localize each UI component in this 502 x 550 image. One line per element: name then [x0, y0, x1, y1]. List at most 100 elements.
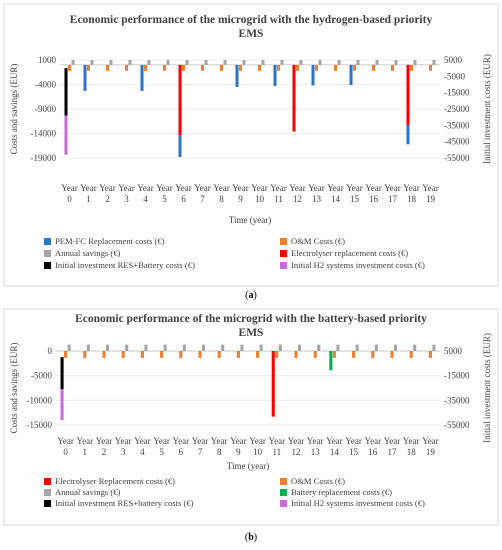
x-tick-label: 9	[236, 447, 241, 457]
legend-swatch	[44, 478, 51, 485]
x-tick-label: 3	[124, 194, 129, 204]
bar-series2	[182, 344, 186, 351]
legend-label: Electrolyser Replacement costs (€)	[55, 476, 175, 486]
bar-series1	[86, 64, 91, 71]
x-tick-label: 0	[63, 447, 68, 457]
x-tick-label: 19	[426, 194, 436, 204]
panel-caption: (a)	[245, 290, 257, 301]
x-tick-label: 7	[200, 194, 205, 204]
bar-series2	[163, 344, 167, 351]
x-tick-prefix: Year	[118, 183, 135, 193]
x-tick-label: 16	[368, 447, 378, 457]
legend-swatch	[44, 238, 51, 245]
x-tick-prefix: Year	[232, 183, 249, 193]
bar-series2	[336, 344, 340, 351]
x-tick-label: 3	[121, 447, 126, 457]
bar-series2	[280, 60, 284, 65]
legend-swatch	[280, 262, 287, 269]
bar-series2	[278, 344, 282, 351]
y-tick-label: -14000	[31, 129, 57, 139]
y-axis-title: Costs and savings (EUR)	[9, 64, 19, 155]
x-tick-label: 6	[181, 194, 186, 204]
bar-series1	[105, 64, 110, 71]
x-tick-prefix: Year	[80, 183, 97, 193]
bar-series1	[198, 351, 202, 358]
legend-swatch	[280, 238, 287, 245]
x-tick-prefix: Year	[365, 436, 382, 446]
legend-label: Annual savings (€)	[55, 487, 121, 497]
bar-series2	[201, 344, 206, 351]
bar-series2	[259, 344, 263, 351]
legend-swatch	[44, 489, 51, 496]
bar-series2	[432, 344, 436, 351]
x-tick-prefix: Year	[115, 436, 132, 446]
bar-series1	[217, 351, 221, 358]
x-tick-prefix: Year	[422, 436, 439, 446]
bar-series0	[235, 64, 239, 87]
bar-series2	[223, 60, 227, 65]
bar-series1	[179, 351, 183, 358]
x-tick-prefix: Year	[61, 183, 78, 193]
bar-series1	[140, 351, 144, 358]
x-tick-prefix: Year	[230, 436, 247, 446]
legend-label: Initial investment RES+Battery costs (€)	[55, 260, 195, 270]
y-tick-label: 1000	[38, 55, 57, 65]
bar-series3	[406, 64, 410, 126]
bar-series1	[275, 351, 279, 358]
x-tick-prefix: Year	[327, 183, 344, 193]
x-tick-label: 4	[140, 447, 145, 457]
bar-series1	[332, 351, 336, 358]
bar-series2	[337, 60, 341, 65]
x-tick-prefix: Year	[99, 183, 116, 193]
bar-series1	[64, 351, 68, 358]
bar-series1	[124, 64, 129, 71]
x-tick-prefix: Year	[288, 436, 305, 446]
bar-series0	[349, 64, 353, 85]
x-tick-prefix: Year	[156, 183, 173, 193]
bar-series2	[317, 344, 321, 351]
bar-series1	[256, 351, 260, 358]
x-tick-prefix: Year	[326, 436, 343, 446]
x-tick-label: 10	[255, 194, 265, 204]
bar-series1	[219, 64, 224, 71]
x-tick-prefix: Year	[308, 183, 325, 193]
legend-item: Initial H2 systems investment costs (€)	[280, 498, 425, 508]
x-tick-prefix: Year	[384, 436, 401, 446]
bar-series1	[314, 64, 319, 71]
y2-axis-title: Initial investment costs (EUR)	[482, 54, 492, 164]
x-tick-label: 15	[349, 447, 359, 457]
bar-series2	[125, 344, 129, 351]
x-tick-prefix: Year	[173, 436, 190, 446]
x-tick-prefix: Year	[307, 436, 324, 446]
bar-series1	[238, 64, 243, 71]
bar-series2	[413, 60, 417, 65]
bar-series2	[204, 60, 208, 65]
x-tick-prefix: Year	[269, 436, 286, 446]
y-tick-label: 0	[48, 346, 53, 356]
chart-panel-a: Economic performance of the microgrid wi…	[3, 3, 499, 301]
y2-tick-label: -15000	[444, 371, 470, 381]
legend-item: Annual savings (€)	[44, 487, 121, 497]
chart-title: Economic performance of the microgrid wi…	[75, 313, 427, 325]
legend-item: Annual savings (€)	[44, 248, 121, 258]
bar-series2	[318, 60, 322, 65]
bar-series2	[71, 60, 75, 65]
chart-panel-b: Economic performance of the microgrid wi…	[3, 308, 499, 543]
legend-label: Initial H2 systems investment costs (€)	[291, 260, 425, 270]
x-tick-label: 0	[67, 194, 72, 204]
x-tick-label: 4	[143, 194, 148, 204]
y2-tick-label: -55000	[444, 153, 470, 163]
x-axis-title: Time (year)	[227, 461, 269, 471]
y-tick-label: -10000	[27, 395, 53, 405]
panel-caption: (b)	[245, 532, 257, 543]
x-tick-label: 11	[272, 447, 281, 457]
x-tick-label: 5	[162, 194, 167, 204]
bar-investment	[60, 357, 64, 390]
bar-series2	[109, 60, 113, 65]
bar-series2	[393, 344, 398, 351]
x-tick-prefix: Year	[194, 183, 211, 193]
bar-series2	[147, 60, 151, 65]
legend-item: O&M Costs (€)	[280, 476, 345, 486]
x-tick-label: 9	[238, 194, 243, 204]
bar-series1	[83, 351, 87, 358]
